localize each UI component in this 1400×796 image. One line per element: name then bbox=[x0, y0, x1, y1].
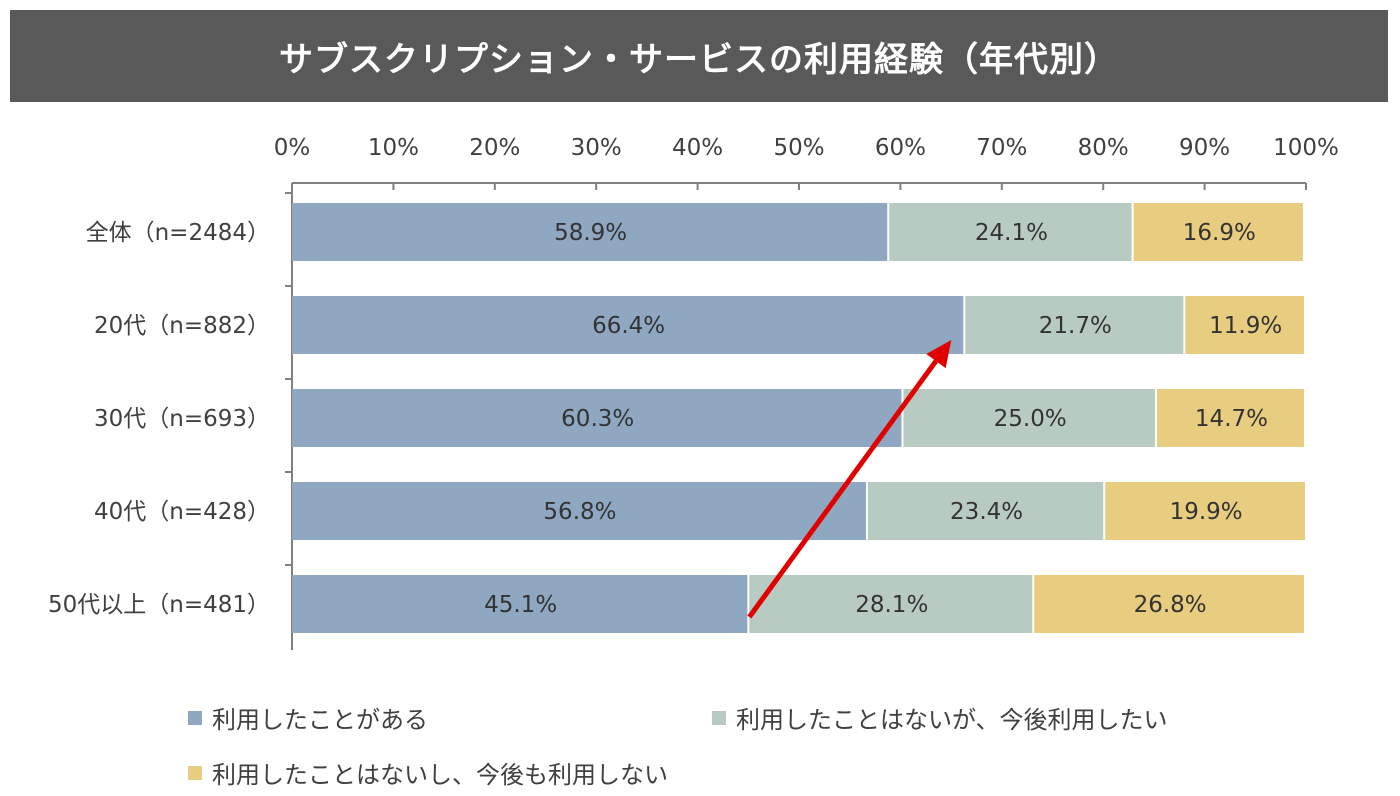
bar-segment bbox=[903, 389, 1155, 447]
data-label: 56.8% bbox=[543, 499, 616, 525]
data-label: 26.8% bbox=[1134, 592, 1207, 618]
x-tick-label: 100% bbox=[1273, 135, 1339, 161]
category-label: 50代以上（n=481） bbox=[48, 592, 270, 618]
bar-segment bbox=[1133, 203, 1303, 261]
data-label: 24.1% bbox=[975, 220, 1048, 246]
legend-swatch bbox=[188, 710, 202, 725]
bar-segment bbox=[292, 575, 748, 633]
bar-segment bbox=[292, 482, 866, 540]
data-label: 19.9% bbox=[1170, 499, 1243, 525]
data-label: 16.9% bbox=[1183, 220, 1256, 246]
bar-segment bbox=[1034, 575, 1304, 633]
x-tick-label: 20% bbox=[469, 135, 520, 161]
legend-label: 利用したことはないし、今後も利用しない bbox=[212, 761, 668, 789]
bar-segment bbox=[292, 296, 964, 354]
data-label: 23.4% bbox=[950, 499, 1023, 525]
x-tick-label: 90% bbox=[1179, 135, 1230, 161]
x-tick-label: 30% bbox=[571, 135, 622, 161]
bar-segment bbox=[1156, 389, 1304, 447]
x-tick-label: 0% bbox=[274, 135, 311, 161]
x-tick-label: 10% bbox=[368, 135, 419, 161]
data-label: 66.4% bbox=[592, 313, 665, 339]
category-label: 全体（n=2484） bbox=[86, 220, 270, 246]
legend-item-want-to-use: 利用したことはないが、今後利用したい bbox=[712, 700, 1168, 735]
data-label: 14.7% bbox=[1195, 406, 1268, 432]
bar-segment bbox=[749, 575, 1033, 633]
bar-segment bbox=[965, 296, 1184, 354]
category-label: 30代（n=693） bbox=[94, 406, 270, 432]
bar-segment bbox=[1105, 482, 1306, 540]
bar-segment bbox=[292, 389, 902, 447]
legend-swatch bbox=[188, 765, 202, 780]
chart-title: サブスクリプション・サービスの利用経験（年代別） bbox=[279, 39, 1119, 80]
x-tick-label: 40% bbox=[672, 135, 723, 161]
bar-segment bbox=[867, 482, 1104, 540]
data-label: 45.1% bbox=[484, 592, 557, 618]
data-label: 28.1% bbox=[855, 592, 928, 618]
x-tick-label: 70% bbox=[976, 135, 1027, 161]
category-label: 20代（n=882） bbox=[94, 313, 270, 339]
trend-arrow-head bbox=[926, 340, 952, 369]
data-label: 58.9% bbox=[554, 220, 627, 246]
x-tick-label: 80% bbox=[1078, 135, 1129, 161]
bar-segment bbox=[889, 203, 1132, 261]
legend-swatch bbox=[712, 710, 726, 725]
legend-item-not-use: 利用したことはないし、今後も利用しない bbox=[188, 755, 668, 790]
legend-label: 利用したことはないが、今後利用したい bbox=[736, 706, 1168, 734]
data-label: 11.9% bbox=[1209, 313, 1282, 339]
bar-segment bbox=[292, 203, 888, 261]
bar-segment bbox=[1185, 296, 1304, 354]
data-label: 25.0% bbox=[994, 406, 1067, 432]
data-label: 21.7% bbox=[1039, 313, 1112, 339]
legend-item-used: 利用したことがある bbox=[188, 700, 428, 735]
chart-title-bar: サブスクリプション・サービスの利用経験（年代別） bbox=[10, 10, 1388, 102]
data-label: 60.3% bbox=[561, 406, 634, 432]
x-tick-label: 50% bbox=[773, 135, 824, 161]
legend-label: 利用したことがある bbox=[212, 706, 428, 734]
trend-arrow-line bbox=[747, 359, 938, 619]
category-label: 40代（n=428） bbox=[94, 499, 270, 525]
x-tick-label: 60% bbox=[875, 135, 926, 161]
